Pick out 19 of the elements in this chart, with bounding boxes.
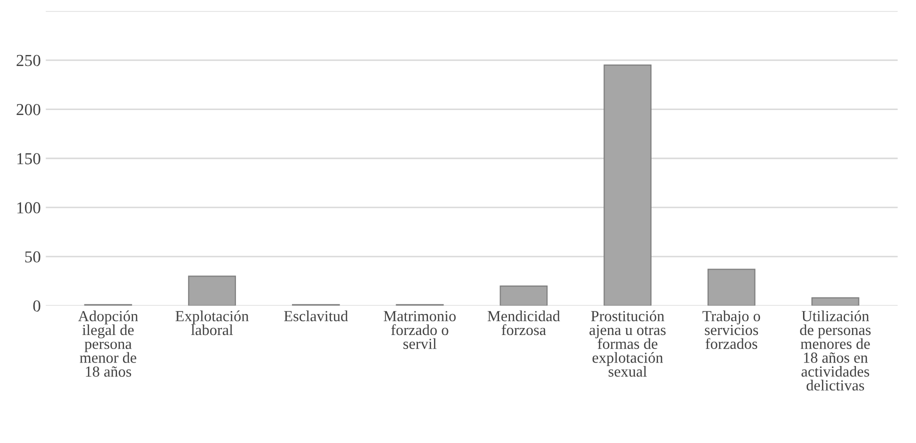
x-tick-label: Mendicidad forzosa [488, 310, 560, 336]
y-tick-label: 0 [33, 300, 40, 312]
y-tick-label: 100 [17, 202, 40, 214]
bar [188, 276, 236, 306]
x-tick-label: Explotación laboral [176, 310, 249, 336]
x-tick-label: Adopción ilegal de persona menor de 18 años [78, 310, 138, 377]
x-tick-label: Esclavitud [284, 310, 348, 322]
y-tick-label: 50 [25, 251, 40, 263]
y-tick-label: 200 [16, 104, 40, 116]
x-tick-label: Prostitución ajena u otras formas de explotación sexual [590, 310, 666, 377]
x-tick-label: Utilización de personas menores de 18 años en actividades delictivas [800, 310, 871, 391]
bar [708, 268, 756, 306]
bar [500, 285, 548, 306]
bar [604, 64, 652, 306]
x-tick-label: Trabajo o servicios forzados [702, 310, 760, 349]
y-tick-label: 150 [17, 153, 40, 164]
x-tick-label: Matrimonio forzado o servil [384, 311, 456, 349]
y-tick-label: 250 [16, 54, 40, 66]
bar [811, 297, 860, 306]
